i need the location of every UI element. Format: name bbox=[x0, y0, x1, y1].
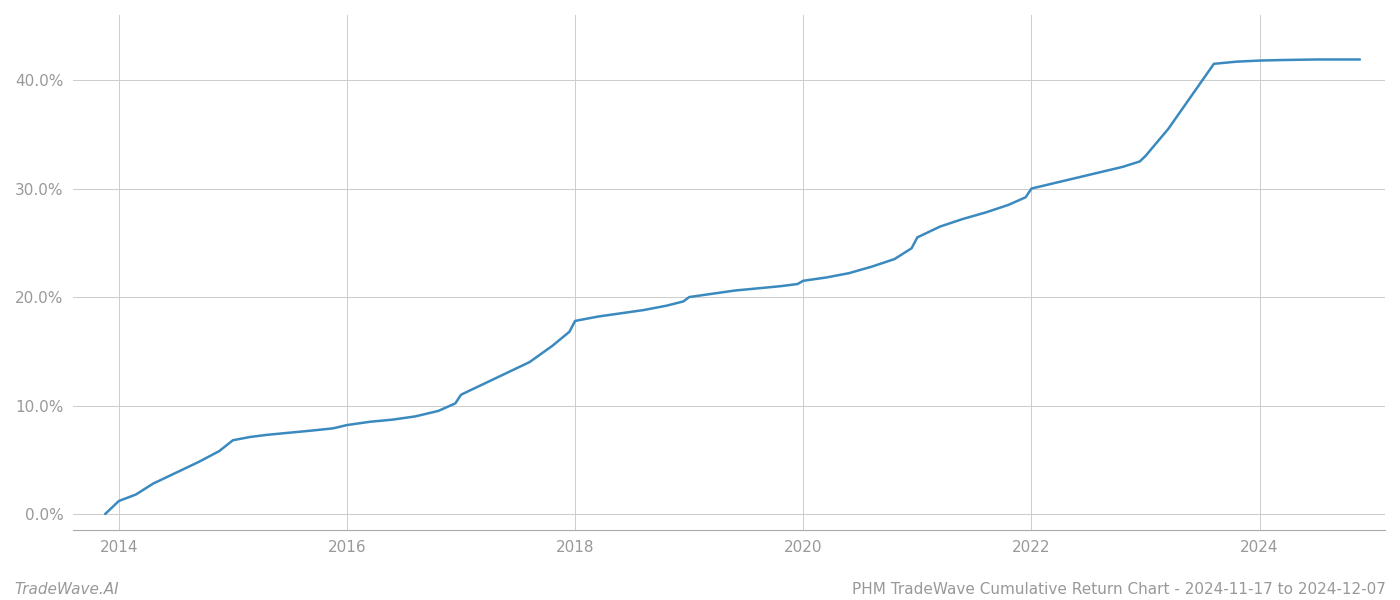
Text: TradeWave.AI: TradeWave.AI bbox=[14, 582, 119, 597]
Text: PHM TradeWave Cumulative Return Chart - 2024-11-17 to 2024-12-07: PHM TradeWave Cumulative Return Chart - … bbox=[853, 582, 1386, 597]
